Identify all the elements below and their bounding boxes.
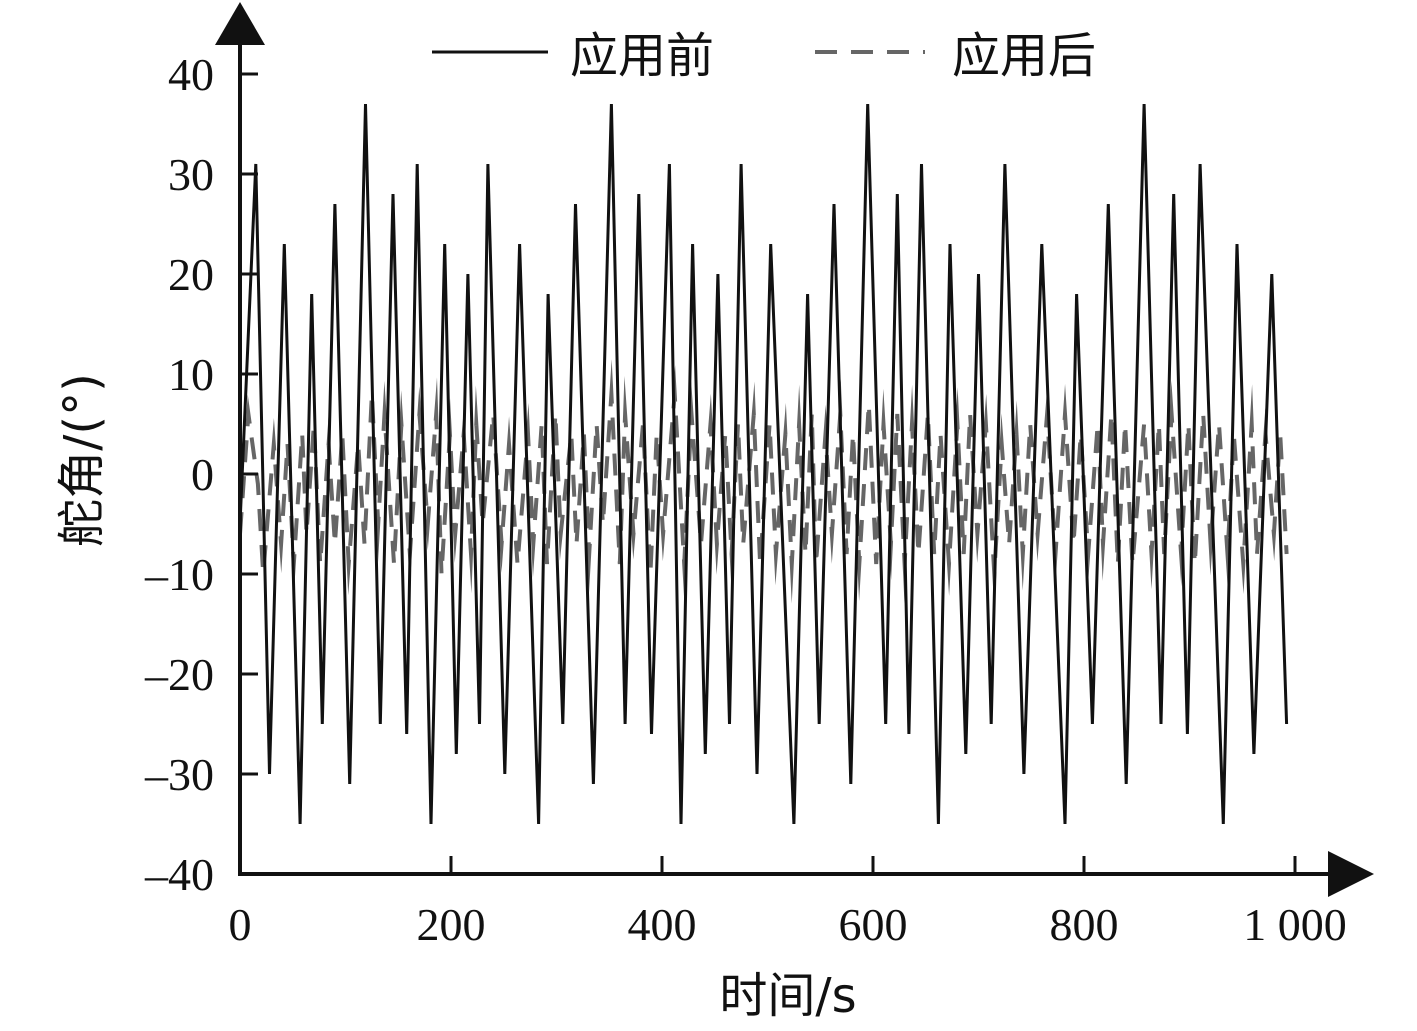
x-tick-label: 400 xyxy=(628,899,697,950)
series-line-0 xyxy=(238,103,1289,825)
plot-series xyxy=(238,103,1289,825)
y-tick-label: –30 xyxy=(144,749,214,800)
x-tick-label: 200 xyxy=(417,899,486,950)
y-tick-label: 0 xyxy=(191,449,214,500)
series-line-1 xyxy=(238,359,1289,610)
y-axis-title: 舵角/(°) xyxy=(54,373,110,547)
x-ticks: 0 200 400 600 800 1 000 xyxy=(229,856,1347,950)
y-axis-arrow xyxy=(215,2,265,45)
x-axis-title: 时间/s xyxy=(719,968,856,1024)
legend-label-after: 应用后 xyxy=(952,28,1096,84)
x-tick-label: 1 000 xyxy=(1243,899,1347,950)
y-tick-label: 20 xyxy=(168,249,214,300)
y-tick-label: 10 xyxy=(168,349,214,400)
y-tick-label: –10 xyxy=(144,549,214,600)
y-tick-label: 30 xyxy=(168,149,214,200)
legend: 应用前 应用后 xyxy=(432,28,1096,84)
y-tick-label: –40 xyxy=(144,849,214,900)
legend-label-before: 应用前 xyxy=(570,28,714,84)
x-axis-arrow xyxy=(1328,851,1374,897)
x-tick-label: 600 xyxy=(839,899,908,950)
x-tick-label: 0 xyxy=(229,899,252,950)
y-tick-label: –20 xyxy=(144,649,214,700)
y-ticks: –40 –30 –20 –10 0 10 20 30 40 xyxy=(144,49,258,900)
y-tick-label: 40 xyxy=(168,49,214,100)
x-tick-label: 800 xyxy=(1050,899,1119,950)
axes xyxy=(215,2,1374,897)
